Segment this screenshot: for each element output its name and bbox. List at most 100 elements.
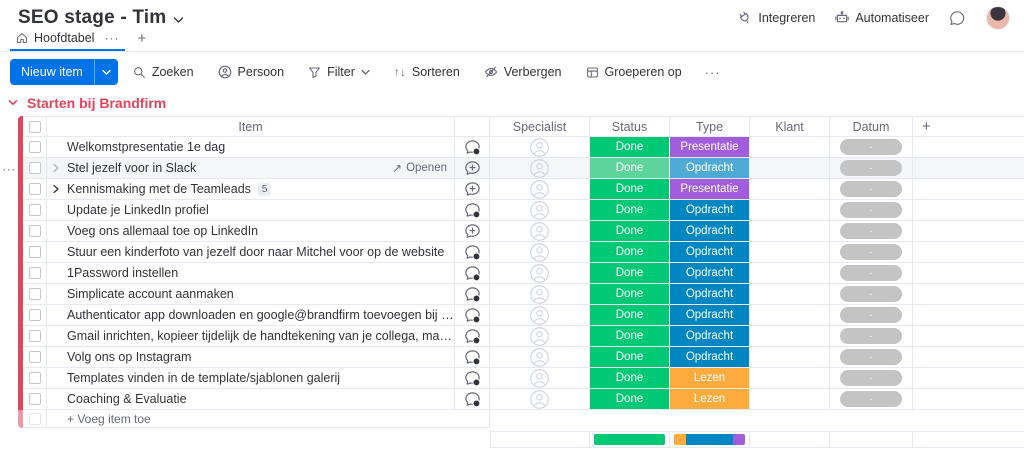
table-row[interactable]: Authenticator app downloaden en google@b…	[0, 305, 1024, 326]
type-chip[interactable]: Opdracht	[670, 284, 749, 304]
datum-cell[interactable]: -	[830, 263, 913, 284]
toolbar-more-dots[interactable]: ···	[704, 64, 721, 80]
add-tab-button[interactable]: +	[137, 30, 147, 47]
specialist-avatar-placeholder[interactable]	[490, 326, 590, 347]
hide-columns-button[interactable]: Verbergen	[475, 59, 571, 85]
empty-date-pill[interactable]: -	[840, 160, 902, 176]
item-name[interactable]: Gmail inrichten, kopieer tijdelijk de ha…	[67, 329, 454, 343]
table-row[interactable]: Update je LinkedIn profiel Done Opdracht…	[0, 200, 1024, 221]
table-row[interactable]: Welkomstpresentatie 1e dag Done Presenta…	[0, 137, 1024, 158]
column-header-klant[interactable]: Klant	[750, 116, 830, 137]
item-name[interactable]: 1Password instellen	[67, 266, 179, 280]
datum-cell[interactable]: -	[830, 158, 913, 179]
open-item-button[interactable]: ↗ Openen	[392, 162, 447, 175]
status-chip[interactable]: Done	[590, 200, 669, 220]
item-name[interactable]: Update je LinkedIn profiel	[67, 203, 209, 217]
empty-date-pill[interactable]: -	[840, 286, 902, 302]
table-row[interactable]: Coaching & Evaluatie Done Lezen -	[0, 389, 1024, 410]
type-chip[interactable]: Presentatie	[670, 179, 749, 199]
row-checkbox[interactable]	[28, 246, 41, 258]
klant-cell[interactable]	[750, 368, 830, 389]
type-chip[interactable]: Lezen	[670, 368, 749, 388]
group-by-button[interactable]: Groeperen op	[577, 59, 691, 85]
column-header-item[interactable]: Item	[47, 116, 455, 137]
row-checkbox[interactable]	[28, 183, 41, 195]
select-all-checkbox[interactable]	[28, 120, 41, 133]
empty-date-pill[interactable]: -	[840, 139, 902, 155]
row-checkbox[interactable]	[28, 351, 41, 363]
datum-cell[interactable]: -	[830, 242, 913, 263]
column-header-type[interactable]: Type	[670, 116, 750, 137]
datum-cell[interactable]: -	[830, 137, 913, 158]
status-chip[interactable]: Done	[590, 137, 669, 157]
empty-date-pill[interactable]: -	[840, 391, 902, 407]
status-chip[interactable]: Done	[590, 158, 669, 178]
row-checkbox[interactable]	[28, 309, 41, 321]
empty-date-pill[interactable]: -	[840, 307, 902, 323]
type-chip[interactable]: Opdracht	[670, 221, 749, 241]
status-chip[interactable]: Done	[590, 221, 669, 241]
chat-bubble-icon[interactable]	[949, 10, 966, 27]
type-chip[interactable]: Opdracht	[670, 200, 749, 220]
chevron-down-icon[interactable]	[173, 16, 184, 24]
chat-updates-icon[interactable]	[455, 284, 490, 305]
add-item-button[interactable]: + Voeg item toe	[47, 410, 490, 428]
chat-updates-icon[interactable]	[455, 200, 490, 221]
type-chip[interactable]: Presentatie	[670, 137, 749, 157]
item-name[interactable]: Volg ons op Instagram	[67, 350, 192, 364]
klant-cell[interactable]	[750, 137, 830, 158]
item-name[interactable]: Kennismaking met de Teamleads	[67, 182, 251, 196]
group-title[interactable]: Starten bij Brandfirm	[27, 94, 167, 111]
specialist-avatar-placeholder[interactable]	[490, 221, 590, 242]
status-chip[interactable]: Done	[590, 347, 669, 367]
specialist-avatar-placeholder[interactable]	[490, 179, 590, 200]
empty-date-pill[interactable]: -	[840, 328, 902, 344]
sort-button[interactable]: ↑↓ Sorteren	[393, 65, 460, 79]
specialist-avatar-placeholder[interactable]	[490, 137, 590, 158]
table-row[interactable]: Kennismaking met de Teamleads 5 Done Pre…	[0, 179, 1024, 200]
table-row[interactable]: ··· Stel jezelf voor in Slack ↗ Openen D…	[0, 158, 1024, 179]
item-name[interactable]: Welkomstpresentatie 1e dag	[67, 140, 226, 154]
row-checkbox[interactable]	[28, 288, 41, 300]
klant-cell[interactable]	[750, 221, 830, 242]
row-menu-dots[interactable]: ···	[2, 161, 16, 176]
item-name[interactable]: Coaching & Evaluatie	[67, 392, 187, 406]
type-chip[interactable]: Opdracht	[670, 347, 749, 367]
klant-cell[interactable]	[750, 263, 830, 284]
klant-cell[interactable]	[750, 326, 830, 347]
table-row[interactable]: 1Password instellen Done Opdracht -	[0, 263, 1024, 284]
status-chip[interactable]: Done	[590, 389, 669, 409]
add-update-icon[interactable]	[455, 158, 490, 179]
chat-updates-icon[interactable]	[455, 389, 490, 410]
empty-date-pill[interactable]: -	[840, 370, 902, 386]
klant-cell[interactable]	[750, 179, 830, 200]
column-header-datum[interactable]: Datum	[830, 116, 913, 137]
type-chip[interactable]: Opdracht	[670, 305, 749, 325]
empty-date-pill[interactable]: -	[840, 202, 902, 218]
datum-cell[interactable]: -	[830, 179, 913, 200]
add-item-row[interactable]: + Voeg item toe	[0, 410, 1024, 428]
status-chip[interactable]: Done	[590, 368, 669, 388]
datum-cell[interactable]: -	[830, 326, 913, 347]
item-name[interactable]: Voeg ons allemaal toe op LinkedIn	[67, 224, 259, 238]
add-column-button[interactable]: +	[913, 116, 1024, 137]
group-collapse-chevron-icon[interactable]	[8, 99, 18, 107]
row-checkbox[interactable]	[28, 267, 41, 279]
chat-updates-icon[interactable]	[455, 347, 490, 368]
search-button[interactable]: Zoeken	[124, 59, 203, 85]
datum-cell[interactable]: -	[830, 368, 913, 389]
specialist-avatar-placeholder[interactable]	[490, 158, 590, 179]
type-chip[interactable]: Opdracht	[670, 326, 749, 346]
tab-hoofdtabel[interactable]: Hoofdtabel ···	[10, 31, 126, 51]
type-chip[interactable]: Lezen	[670, 389, 749, 409]
status-chip[interactable]: Done	[590, 263, 669, 283]
klant-cell[interactable]	[750, 242, 830, 263]
specialist-avatar-placeholder[interactable]	[490, 263, 590, 284]
specialist-avatar-placeholder[interactable]	[490, 200, 590, 221]
table-row[interactable]: Templates vinden in de template/sjablone…	[0, 368, 1024, 389]
specialist-avatar-placeholder[interactable]	[490, 347, 590, 368]
row-checkbox[interactable]	[28, 204, 41, 216]
item-name[interactable]: Stuur een kinderfoto van jezelf door naa…	[67, 245, 445, 259]
status-chip[interactable]: Done	[590, 284, 669, 304]
klant-cell[interactable]	[750, 284, 830, 305]
